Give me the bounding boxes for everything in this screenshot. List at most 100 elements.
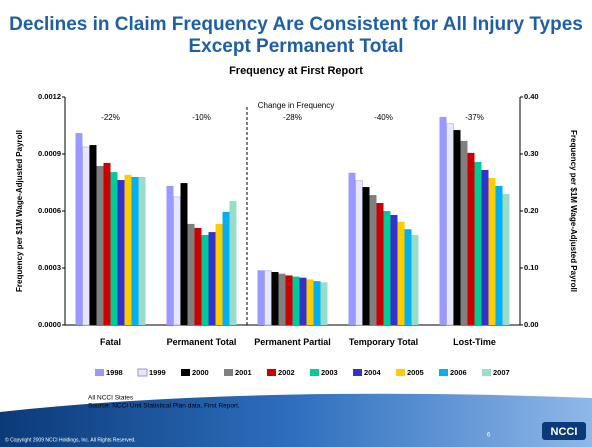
x-tick-label: Fatal xyxy=(99,337,121,347)
bar xyxy=(474,161,482,325)
copyright: © Copyright 2009 NCCI Holdings, Inc. All… xyxy=(5,436,136,443)
bar xyxy=(481,169,489,325)
bar xyxy=(348,172,356,325)
chart-subtitle: Frequency at First Report xyxy=(229,65,363,77)
legend-swatch xyxy=(310,369,319,376)
y2-tick-label: 0.10 xyxy=(524,263,539,272)
bar xyxy=(355,180,363,326)
change-label: -37% xyxy=(465,113,484,122)
legend-swatch xyxy=(482,369,491,376)
bar xyxy=(383,211,391,325)
bar xyxy=(467,152,475,325)
y2-tick-label: 0.00 xyxy=(524,320,539,329)
legend-label: 2005 xyxy=(407,368,424,377)
bar xyxy=(313,281,321,325)
bar xyxy=(222,211,230,325)
bar xyxy=(257,270,265,325)
bar xyxy=(495,185,503,325)
bar xyxy=(131,176,139,325)
bar xyxy=(306,279,314,325)
legend-label: 2003 xyxy=(321,368,338,377)
footer-swoosh xyxy=(0,393,592,447)
legend-label: 1998 xyxy=(106,368,123,377)
annotation: Change in Frequency xyxy=(258,101,335,110)
legend-swatch xyxy=(224,369,233,376)
y2-tick-label: 0.40 xyxy=(524,92,539,101)
legend-label: 2004 xyxy=(364,368,382,377)
legend-swatch xyxy=(439,369,448,376)
slide-title: Declines in Claim Frequency Are Consiste… xyxy=(9,14,583,57)
y2-tick-label: 0.30 xyxy=(524,149,539,158)
bar xyxy=(117,180,125,325)
bar xyxy=(411,234,419,325)
bar xyxy=(82,146,90,326)
bar xyxy=(75,133,83,325)
legend-label: 1999 xyxy=(149,368,166,377)
legend-swatch xyxy=(137,368,148,377)
y-tick-label: 0.0000 xyxy=(38,320,61,329)
footer-note: All NCCI States xyxy=(88,395,134,402)
bar xyxy=(96,165,104,325)
bar xyxy=(201,234,209,325)
change-label: -22% xyxy=(101,113,120,122)
bar xyxy=(187,223,195,325)
bar xyxy=(285,275,293,325)
bar xyxy=(264,270,272,326)
footer-source: Source: NCCI Unit Statistical Plan data,… xyxy=(88,403,240,410)
bar xyxy=(502,193,510,325)
bar xyxy=(453,130,461,325)
change-label: -28% xyxy=(283,113,302,122)
change-label: -40% xyxy=(374,113,393,122)
bar xyxy=(460,140,468,325)
bar xyxy=(124,174,132,325)
bar xyxy=(229,200,237,325)
legend-label: 2000 xyxy=(192,368,209,377)
y2-axis-label: Frequency per $1M Wage-Adjusted Payroll xyxy=(569,130,578,292)
bar xyxy=(110,172,118,325)
bar xyxy=(292,276,300,325)
x-tick-label: Temporary Total xyxy=(348,337,419,347)
legend-label: 2002 xyxy=(278,368,295,377)
legend-swatch xyxy=(396,369,405,376)
page-number: 6 xyxy=(487,433,491,439)
y-axis-label: Frequency per $1M Wage-Adjusted Payroll xyxy=(15,130,24,292)
logo-box xyxy=(542,422,586,440)
bar xyxy=(166,185,174,325)
bar xyxy=(369,195,377,325)
bar xyxy=(215,223,223,325)
bar xyxy=(138,176,146,325)
bar xyxy=(173,196,181,326)
bar xyxy=(320,282,328,325)
bar xyxy=(278,273,286,325)
x-tick-label: Permanent Total xyxy=(166,337,237,347)
x-tick-label: Lost-Time xyxy=(453,337,496,347)
legend-label: 2007 xyxy=(493,368,510,377)
change-label: -10% xyxy=(192,113,211,122)
legend-swatch xyxy=(95,369,104,376)
y-tick-label: 0.0006 xyxy=(38,206,61,215)
bar xyxy=(208,232,216,325)
legend-swatch xyxy=(267,369,276,376)
legend-swatch xyxy=(353,369,362,376)
x-tick-label: Permanent Partial xyxy=(254,337,331,347)
bar xyxy=(376,203,384,325)
legend-label: 2006 xyxy=(450,368,467,377)
logo: NCCI xyxy=(551,426,578,438)
bar xyxy=(439,116,447,325)
bar xyxy=(446,123,454,326)
bar xyxy=(271,271,279,325)
legend-label: 2001 xyxy=(235,368,252,377)
y-tick-label: 0.0012 xyxy=(38,92,61,101)
legend-swatch xyxy=(181,369,190,376)
bar xyxy=(390,214,398,325)
y-tick-label: 0.0003 xyxy=(38,263,61,272)
y2-tick-label: 0.20 xyxy=(524,206,539,215)
y-tick-label: 0.0009 xyxy=(38,149,61,158)
bar xyxy=(404,229,412,325)
bar xyxy=(103,162,111,325)
bar xyxy=(180,183,188,325)
bar xyxy=(299,277,307,325)
bar xyxy=(397,221,405,325)
